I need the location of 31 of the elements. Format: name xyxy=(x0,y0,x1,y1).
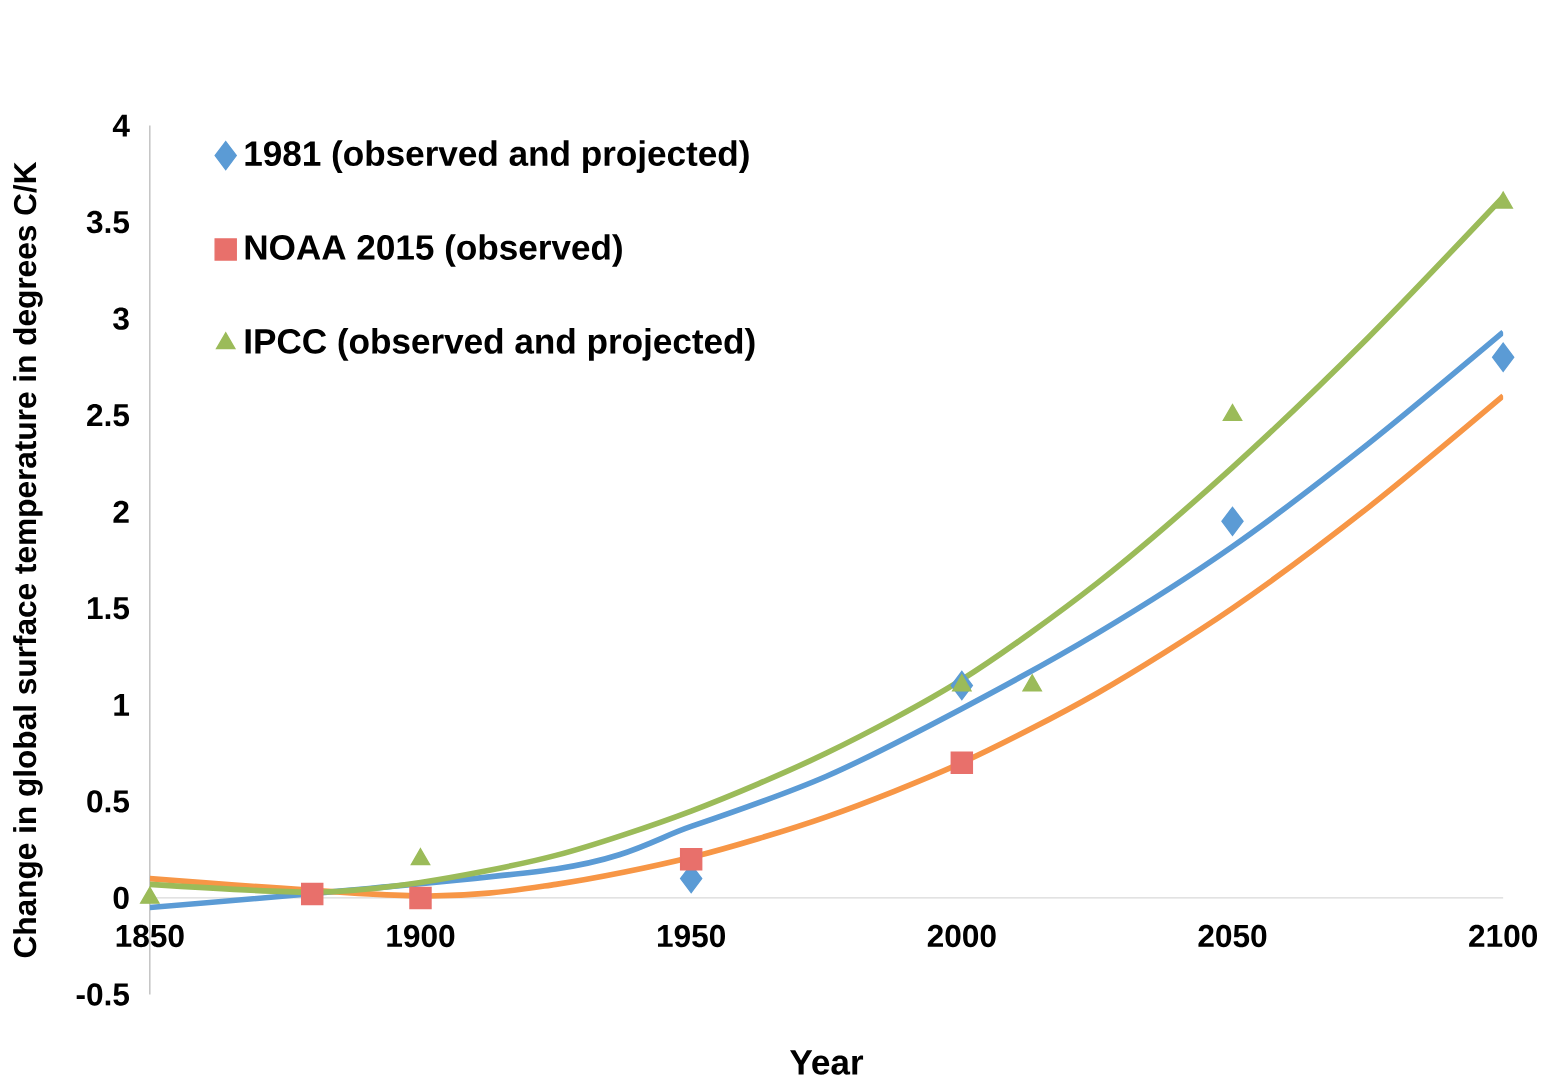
y-tick-label: -0.5 xyxy=(76,983,130,1006)
point xyxy=(679,847,703,871)
y-tick-label: 0 xyxy=(113,886,129,909)
x-axis-title: Year xyxy=(790,1050,864,1075)
y-tick-label: 2.5 xyxy=(87,403,130,427)
legend-label: 1981 (observed and projected) xyxy=(245,140,749,173)
point xyxy=(1022,674,1043,692)
point xyxy=(300,882,324,906)
x-tick-label: 2100 xyxy=(1469,924,1538,947)
point xyxy=(1493,191,1513,209)
x-tick-label: 1950 xyxy=(658,924,726,947)
y-tick-label: 1.5 xyxy=(87,596,130,620)
y-axis-title: Change in global surface temperature in degrees C/K xyxy=(13,161,43,957)
x-tick-label: 1900 xyxy=(387,924,455,947)
y-tick-label: 0.5 xyxy=(87,789,130,813)
y-tick-label: 3 xyxy=(113,307,129,330)
point xyxy=(409,886,432,909)
y-tick-label: 1 xyxy=(114,693,130,716)
x-tick-label: 1850 xyxy=(116,924,184,947)
point xyxy=(950,751,974,774)
y-tick-label: 4 xyxy=(112,114,130,137)
point xyxy=(1221,506,1244,536)
legend-label: NOAA 2015 (observed) xyxy=(245,233,622,267)
y-tick-label: 2 xyxy=(113,500,129,523)
point xyxy=(1491,342,1515,372)
x-tick-label: 2050 xyxy=(1198,924,1267,947)
legend-label: IPCC (observed and projected) xyxy=(245,327,755,361)
y-tick-label: 3.5 xyxy=(86,210,130,234)
point xyxy=(1222,403,1243,421)
x-tick-label: 2000 xyxy=(927,924,996,947)
point xyxy=(952,674,972,692)
